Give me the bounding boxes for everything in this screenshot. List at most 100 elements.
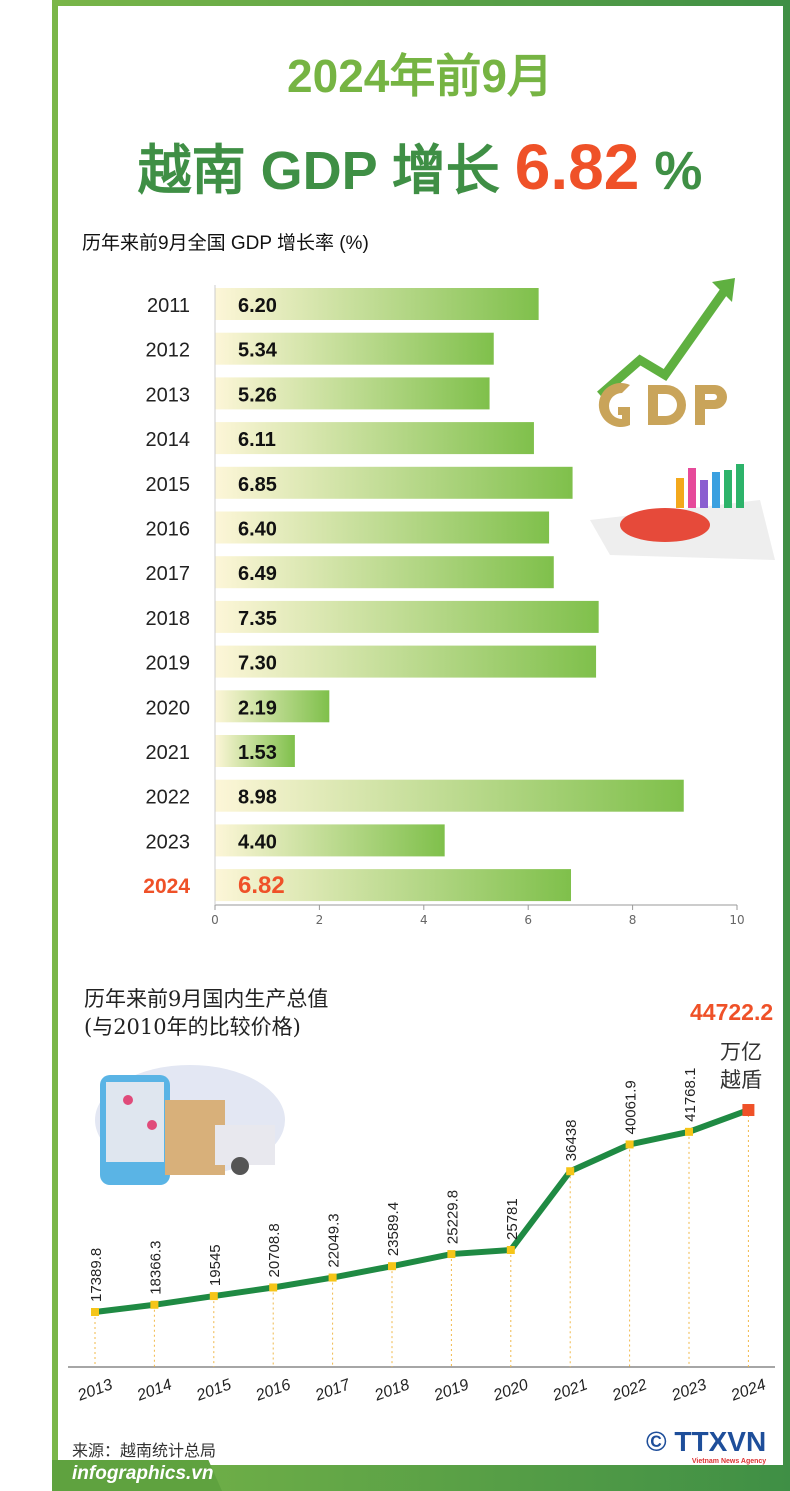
bar: [215, 735, 295, 767]
year-label: 2016: [253, 1376, 293, 1405]
logo-text: TTXVN: [674, 1426, 767, 1457]
bar-value-label: 1.53: [238, 742, 277, 764]
data-label: 36438: [563, 1120, 580, 1162]
data-label: 25781: [504, 1198, 521, 1240]
unit-line1: 万亿: [720, 1040, 762, 1064]
bar-category-label: 2019: [146, 653, 191, 675]
x-tick-label: 4: [420, 913, 428, 927]
data-point: [447, 1250, 456, 1259]
data-point: [685, 1127, 693, 1136]
x-tick-label: 8: [629, 913, 637, 927]
line-title-1: 历年来前9月国内生产总值: [84, 987, 329, 1011]
brand-tab[interactable]: infographics.vn: [52, 1460, 222, 1491]
data-point: [625, 1140, 634, 1149]
gdp-line: [94, 1107, 750, 1315]
unit-line2: 越盾: [720, 1068, 762, 1092]
bar-value-label: 6.20: [238, 295, 277, 317]
source-text: 来源：越南统计总局: [72, 1441, 217, 1460]
year-label: 2021: [550, 1376, 590, 1404]
bar: [215, 377, 490, 410]
title-line2: 越南 GDP 增长 6.82 %: [0, 126, 790, 205]
bar-chart-title: 历年来前9月全国 GDP 增长率 (%): [82, 233, 369, 254]
data-label: 20708.8: [266, 1223, 283, 1277]
bar: [215, 466, 573, 499]
data-point: [91, 1308, 99, 1316]
data-point: [269, 1283, 278, 1292]
x-tick-label: 6: [524, 913, 532, 927]
bar-value-label: 5.26: [238, 384, 277, 406]
copyright-icon: ©: [646, 1426, 667, 1457]
year-label: 2020: [490, 1376, 530, 1405]
data-label: 40061.9: [623, 1080, 640, 1134]
bar-value-label: 8.98: [238, 787, 277, 809]
delivery-illustration-icon: [95, 1065, 285, 1185]
title-prefix: 越南 GDP 增长: [137, 141, 500, 201]
data-point: [209, 1292, 218, 1301]
latest-gdp-value: 44722.2: [690, 999, 774, 1025]
bar-category-label: 2021: [146, 742, 191, 764]
unit-label: 万亿 越盾: [720, 1038, 762, 1094]
bar-category-label: 2017: [146, 563, 191, 585]
gdp-illustration-icon: [597, 278, 735, 427]
bar-category-label: 2014: [146, 429, 191, 451]
year-label: 2023: [669, 1376, 709, 1405]
bar-value-label: 5.34: [238, 340, 278, 362]
headline-value: 6.82: [514, 131, 640, 203]
data-point: [150, 1300, 159, 1309]
bar-category-label: 2024: [143, 875, 190, 898]
data-label: 17389.8: [88, 1248, 105, 1302]
bar-category-label: 2015: [146, 474, 191, 496]
bar: [215, 645, 597, 678]
bar: [215, 779, 684, 812]
bar-value-label: 7.30: [238, 653, 277, 675]
year-label: 2014: [134, 1376, 174, 1405]
data-label: 22049.3: [326, 1213, 343, 1267]
bar-category-label: 2020: [146, 697, 191, 719]
year-label: 2015: [193, 1376, 233, 1405]
year-label: 2013: [75, 1376, 115, 1405]
year-label: 2022: [609, 1376, 649, 1405]
percent-sign: %: [654, 141, 703, 201]
bar-value-label: 6.40: [238, 519, 277, 541]
bar: [215, 288, 539, 320]
x-tick-label: 0: [211, 913, 219, 927]
bar-category-label: 2011: [147, 295, 190, 317]
bar-category-label: 2022: [146, 787, 191, 809]
data-label: 23589.4: [385, 1202, 402, 1256]
data-point: [388, 1262, 396, 1271]
data-label: 25229.8: [444, 1190, 461, 1244]
title-line1: 2024年前9月: [287, 50, 553, 102]
bar: [215, 422, 534, 455]
bar-value-label: 2.19: [238, 697, 277, 719]
bar-category-label: 2023: [146, 831, 191, 853]
year-label: 2019: [431, 1376, 471, 1405]
data-point: [566, 1167, 575, 1176]
bar: [215, 332, 494, 365]
pie-chart-illustration-icon: [590, 464, 775, 560]
x-tick-label: 10: [729, 913, 744, 927]
x-tick-label: 2: [316, 913, 324, 927]
bar-category-label: 2012: [146, 340, 191, 362]
bar: [215, 824, 445, 857]
data-label: 19545: [207, 1244, 224, 1286]
data-point: [506, 1245, 515, 1254]
bar-category-label: 2013: [146, 384, 191, 406]
bar: [215, 556, 554, 589]
line-chart-title: 历年来前9月国内生产总值 (与2010年的比较价格): [84, 985, 328, 1041]
data-label: 41768.1: [682, 1068, 699, 1122]
brand-link[interactable]: infographics.vn: [72, 1463, 214, 1484]
data-point: [328, 1273, 337, 1282]
logo-subtext: Vietnam News Agency: [691, 1458, 767, 1465]
bar-value-label: 6.82: [238, 872, 285, 899]
bar-value-label: 6.85: [238, 474, 277, 496]
bar: [215, 511, 550, 544]
year-label: 2018: [372, 1376, 412, 1405]
year-label: 2017: [312, 1376, 353, 1405]
bar-category-label: 2016: [146, 519, 191, 541]
bar-value-label: 6.49: [238, 563, 277, 585]
bar: [215, 690, 330, 723]
bar-category-label: 2018: [146, 608, 191, 630]
content-area: [58, 6, 783, 1465]
bar: [215, 600, 599, 633]
